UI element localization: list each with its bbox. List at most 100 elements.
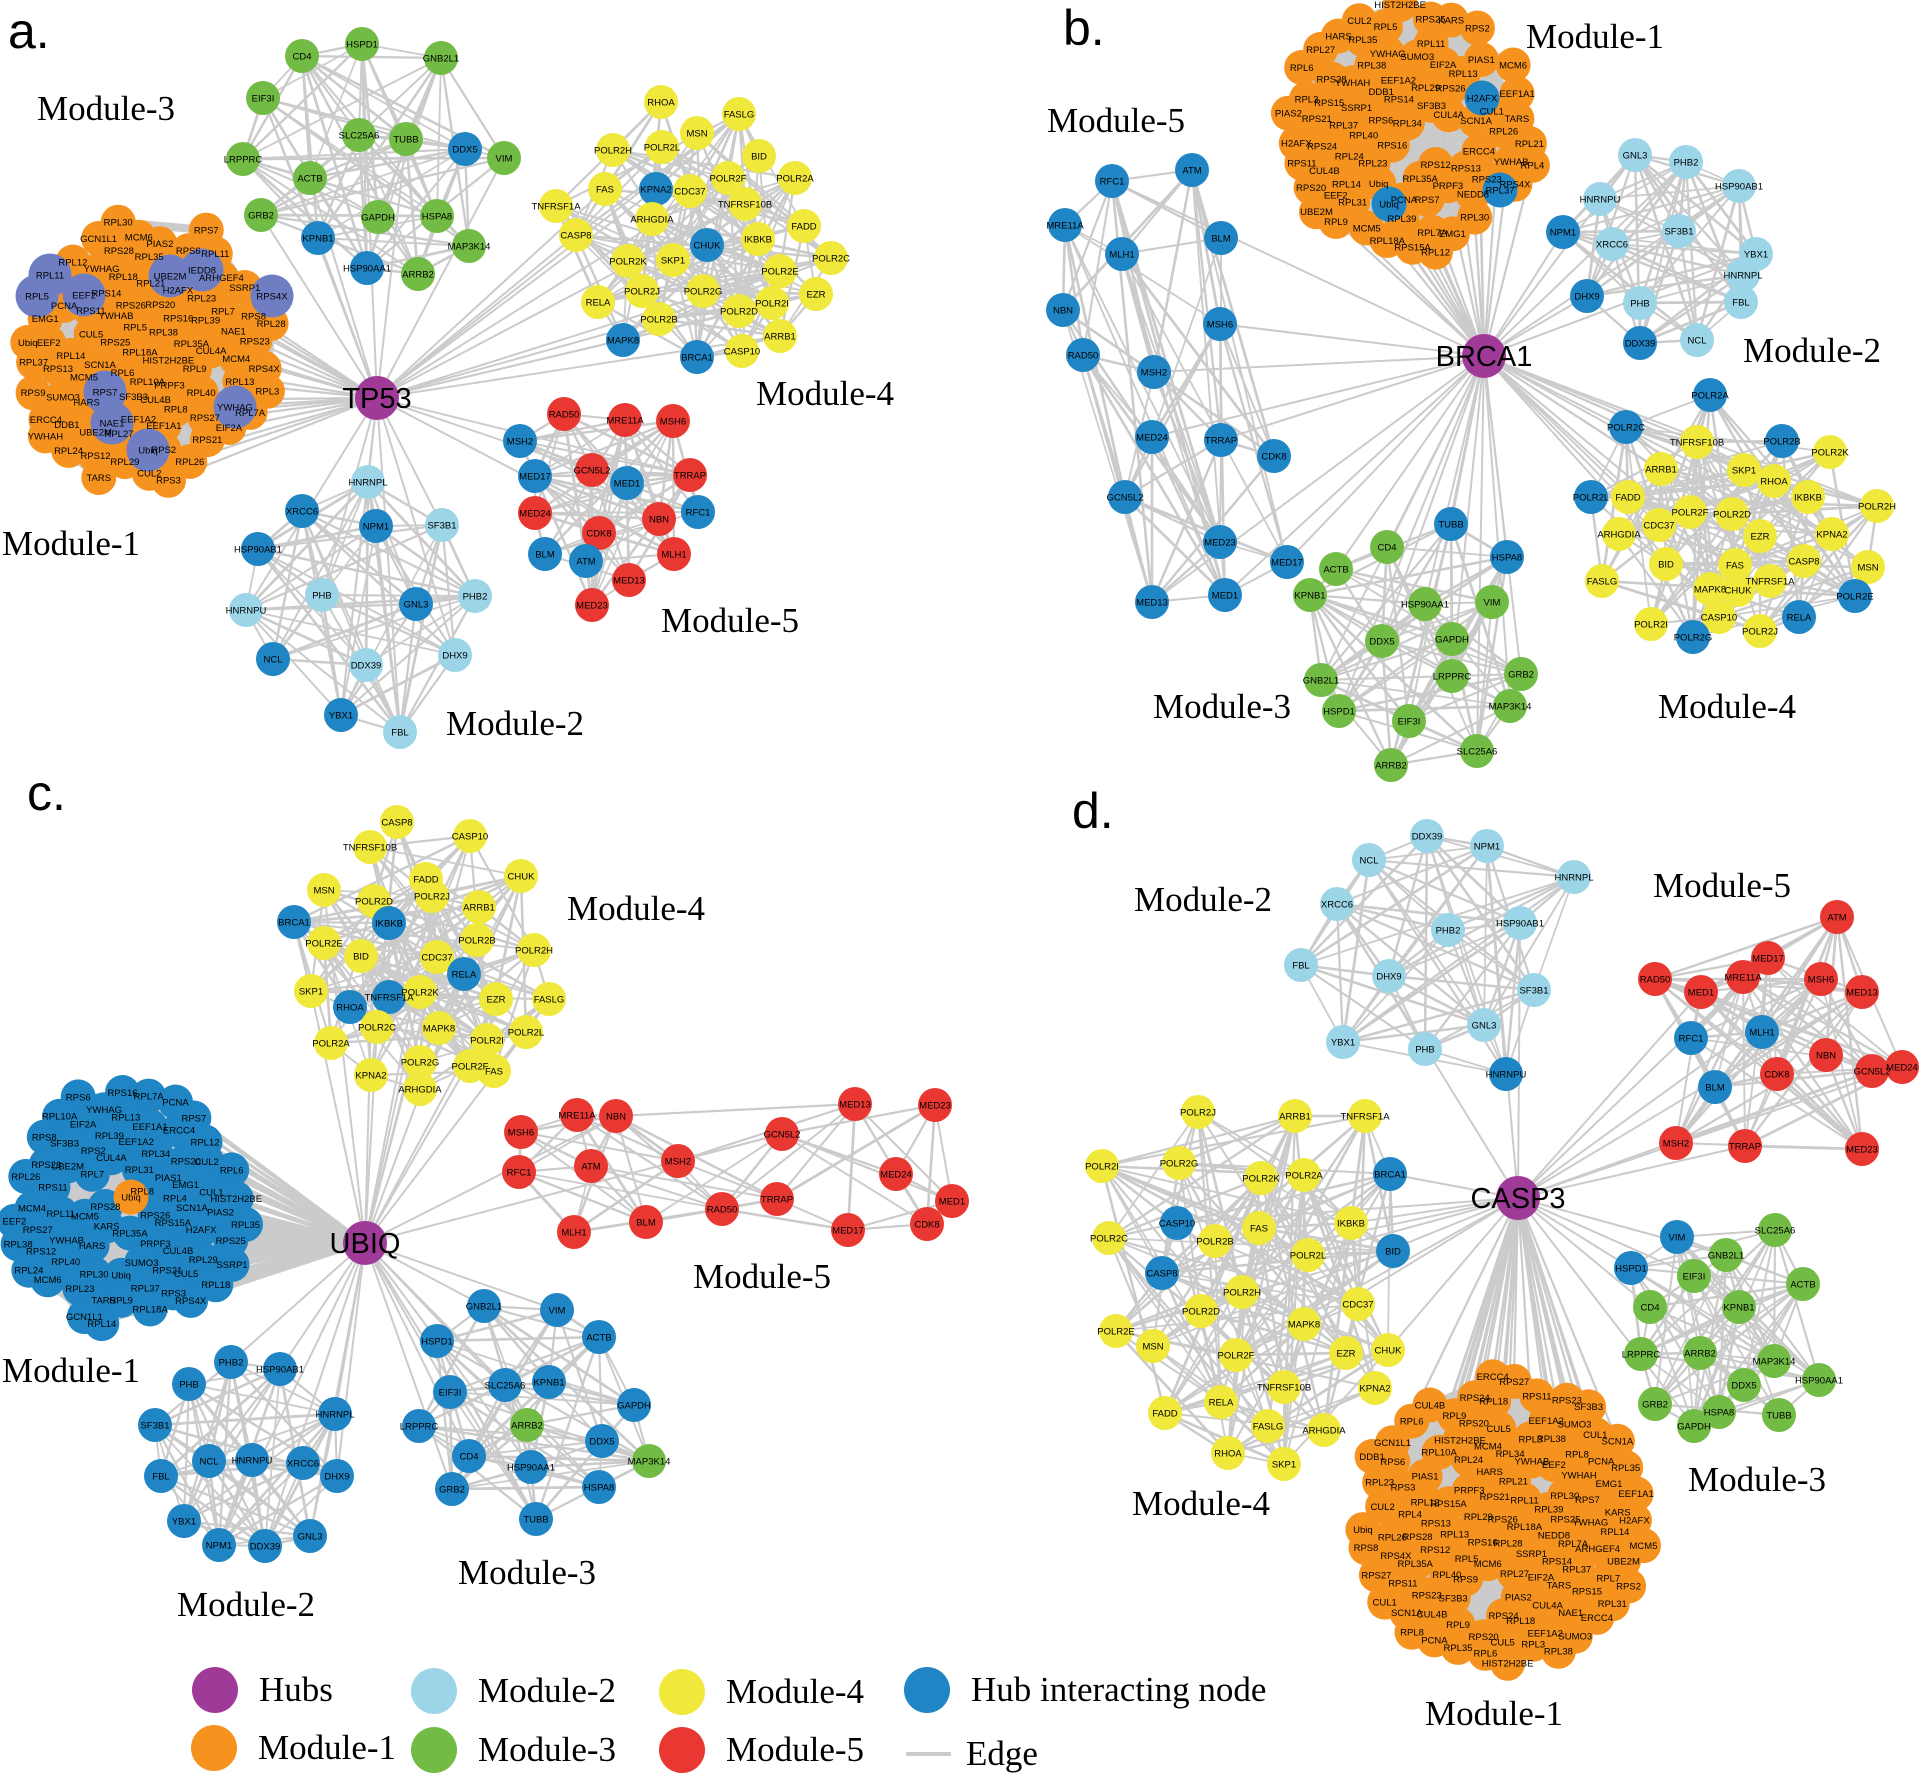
svg-text:HSP90AA1: HSP90AA1 bbox=[343, 263, 391, 274]
svg-text:EMG1: EMG1 bbox=[1596, 1479, 1623, 1490]
svg-text:RPL23: RPL23 bbox=[187, 294, 216, 305]
svg-text:DDX39: DDX39 bbox=[1412, 831, 1443, 842]
svg-text:HNRNPU: HNRNPU bbox=[1580, 194, 1621, 205]
svg-text:RPL13: RPL13 bbox=[1449, 69, 1478, 80]
svg-text:RPL34: RPL34 bbox=[141, 1149, 170, 1160]
svg-text:PIAS2: PIAS2 bbox=[1275, 109, 1302, 120]
svg-text:RPL35A: RPL35A bbox=[112, 1229, 148, 1240]
svg-text:Module-5: Module-5 bbox=[661, 601, 799, 640]
svg-text:MSH2: MSH2 bbox=[665, 1156, 691, 1167]
svg-text:YWHAB: YWHAB bbox=[99, 311, 134, 322]
svg-text:HSPA8: HSPA8 bbox=[1704, 1407, 1734, 1418]
svg-text:Module-1: Module-1 bbox=[258, 1728, 396, 1767]
svg-text:Ubiq: Ubiq bbox=[1369, 179, 1389, 190]
svg-text:FASLG: FASLG bbox=[1253, 1421, 1284, 1432]
svg-text:MRE11A: MRE11A bbox=[1046, 220, 1084, 231]
svg-text:RPL30: RPL30 bbox=[104, 218, 133, 229]
svg-text:EMG1: EMG1 bbox=[32, 314, 59, 325]
svg-text:RPS9: RPS9 bbox=[21, 388, 46, 399]
svg-text:CHUK: CHUK bbox=[1375, 1345, 1403, 1356]
svg-text:HNRNPU: HNRNPU bbox=[1486, 1069, 1527, 1080]
svg-text:Module-2: Module-2 bbox=[1134, 880, 1272, 919]
svg-text:GRB2: GRB2 bbox=[439, 1484, 465, 1495]
svg-text:RPL8: RPL8 bbox=[164, 405, 188, 416]
svg-text:RPL9: RPL9 bbox=[183, 364, 207, 375]
svg-text:MAPK8: MAPK8 bbox=[423, 1023, 455, 1034]
svg-text:MRE11A: MRE11A bbox=[1724, 972, 1762, 983]
svg-text:RPL38: RPL38 bbox=[1544, 1647, 1573, 1658]
svg-text:Module-3: Module-3 bbox=[1688, 1460, 1826, 1499]
svg-text:POLR2I: POLR2I bbox=[1085, 1161, 1119, 1172]
svg-text:Ubiq: Ubiq bbox=[1353, 1525, 1373, 1536]
svg-text:Module-4: Module-4 bbox=[1658, 687, 1796, 726]
svg-text:RPS27: RPS27 bbox=[1361, 1570, 1391, 1581]
svg-text:RPL11: RPL11 bbox=[201, 249, 229, 260]
svg-text:CUL1: CUL1 bbox=[1373, 1598, 1397, 1609]
svg-text:MED17: MED17 bbox=[1271, 557, 1303, 568]
svg-text:SF3B1: SF3B1 bbox=[427, 520, 456, 531]
svg-text:ATM: ATM bbox=[576, 556, 595, 567]
svg-text:TNFRSF10B: TNFRSF10B bbox=[343, 842, 397, 853]
svg-text:RPS23: RPS23 bbox=[240, 336, 270, 347]
svg-text:SLC25A6: SLC25A6 bbox=[339, 130, 380, 141]
svg-text:NPM1: NPM1 bbox=[1474, 841, 1500, 852]
svg-text:RPL29: RPL29 bbox=[189, 1255, 218, 1266]
svg-text:RPL27: RPL27 bbox=[104, 429, 133, 440]
svg-text:SF3B3: SF3B3 bbox=[1574, 1402, 1603, 1413]
svg-text:RPL23: RPL23 bbox=[1358, 159, 1387, 170]
svg-text:RPS11: RPS11 bbox=[1388, 1578, 1417, 1589]
svg-text:RPS7: RPS7 bbox=[93, 387, 118, 398]
svg-text:H2AFX: H2AFX bbox=[1467, 93, 1498, 104]
svg-text:RPS23: RPS23 bbox=[1472, 174, 1502, 185]
svg-text:POLR2J: POLR2J bbox=[624, 286, 660, 297]
svg-text:NCL: NCL bbox=[1359, 855, 1378, 866]
svg-text:SKP1: SKP1 bbox=[1272, 1459, 1296, 1470]
svg-text:RELA: RELA bbox=[1209, 1397, 1234, 1408]
svg-text:HSPD1: HSPD1 bbox=[421, 1336, 453, 1347]
svg-text:DDB1: DDB1 bbox=[54, 420, 79, 431]
svg-text:RPL37: RPL37 bbox=[1562, 1564, 1591, 1575]
svg-text:RPL30: RPL30 bbox=[79, 1269, 108, 1280]
svg-text:RPL30: RPL30 bbox=[1460, 213, 1489, 224]
svg-text:RELA: RELA bbox=[1787, 612, 1812, 623]
svg-text:XRCC6: XRCC6 bbox=[1321, 899, 1353, 910]
svg-text:DHX9: DHX9 bbox=[442, 650, 467, 661]
svg-text:RPS4X: RPS4X bbox=[256, 291, 288, 302]
svg-text:CASP10: CASP10 bbox=[452, 831, 488, 842]
svg-text:IKBKB: IKBKB bbox=[375, 918, 403, 929]
svg-text:ARRB1: ARRB1 bbox=[463, 902, 495, 913]
svg-text:NBN: NBN bbox=[1816, 1050, 1836, 1061]
svg-text:RPL5: RPL5 bbox=[1374, 22, 1398, 33]
svg-text:POLR2E: POLR2E bbox=[1836, 591, 1874, 602]
svg-text:POLR2F: POLR2F bbox=[710, 173, 747, 184]
svg-text:TNFRSF10B: TNFRSF10B bbox=[1670, 437, 1724, 448]
svg-text:RPL35: RPL35 bbox=[1348, 35, 1377, 46]
svg-text:KPNB1: KPNB1 bbox=[533, 1377, 564, 1388]
svg-text:b.: b. bbox=[1063, 0, 1105, 56]
svg-text:MSN: MSN bbox=[1857, 562, 1878, 573]
svg-text:POLR2E: POLR2E bbox=[305, 938, 343, 949]
svg-text:GCN5L2: GCN5L2 bbox=[1854, 1066, 1891, 1077]
svg-text:RPL18: RPL18 bbox=[109, 272, 138, 283]
svg-text:KPNB1: KPNB1 bbox=[1723, 1302, 1754, 1313]
svg-text:POLR2G: POLR2G bbox=[684, 286, 723, 297]
svg-text:FADD: FADD bbox=[791, 221, 816, 232]
svg-text:POLR2C: POLR2C bbox=[1090, 1233, 1128, 1244]
svg-text:TARS: TARS bbox=[1547, 1581, 1572, 1592]
svg-text:POLR2L: POLR2L bbox=[1290, 1250, 1326, 1261]
svg-text:RPL40: RPL40 bbox=[51, 1257, 80, 1268]
svg-text:RPL6: RPL6 bbox=[1290, 63, 1314, 74]
svg-text:POLR2A: POLR2A bbox=[312, 1038, 350, 1049]
svg-text:MCM5: MCM5 bbox=[70, 373, 98, 384]
svg-text:NBN: NBN bbox=[606, 1111, 626, 1122]
svg-text:RPS7: RPS7 bbox=[1575, 1495, 1600, 1506]
svg-text:RPL29: RPL29 bbox=[110, 457, 139, 468]
svg-text:EEF2: EEF2 bbox=[37, 338, 61, 349]
svg-text:Edge: Edge bbox=[966, 1734, 1038, 1773]
svg-text:HNRNPL: HNRNPL bbox=[315, 1409, 354, 1420]
svg-text:IKBKB: IKBKB bbox=[1337, 1218, 1365, 1229]
svg-text:PIAS1: PIAS1 bbox=[1468, 55, 1495, 66]
svg-text:RPL8: RPL8 bbox=[1565, 1449, 1589, 1460]
svg-text:PCNA: PCNA bbox=[51, 301, 78, 312]
svg-text:EMG1: EMG1 bbox=[1439, 229, 1466, 240]
